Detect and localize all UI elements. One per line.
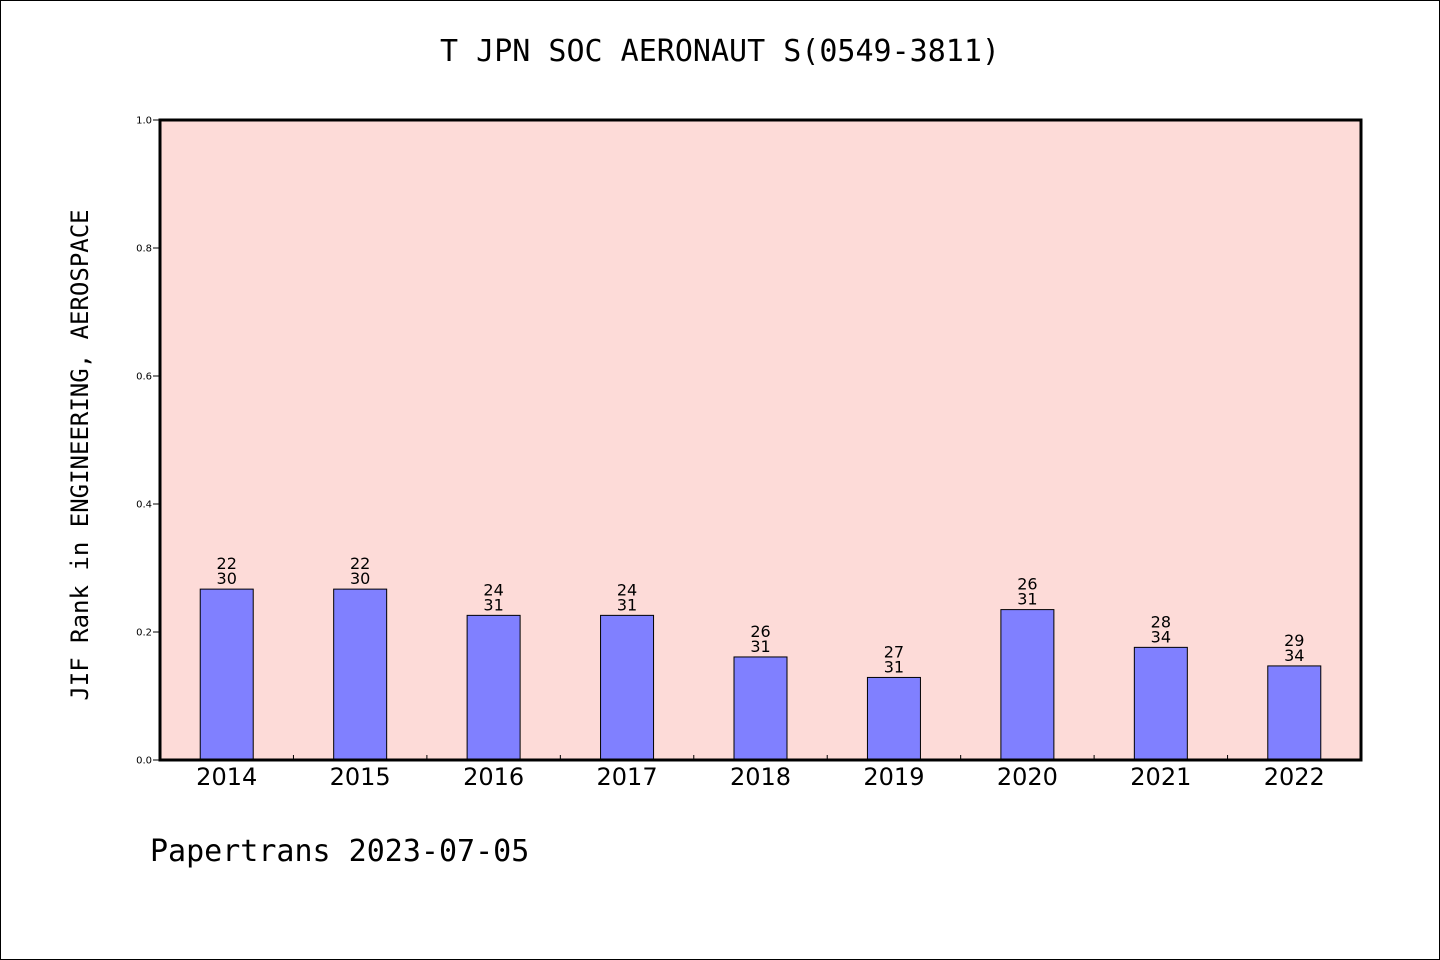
x-tick-label: 2021 [1130, 763, 1191, 791]
bar [866, 676, 921, 761]
y-tick-label: 0.4 [136, 500, 152, 511]
x-tick-label: 2022 [1264, 763, 1325, 791]
y-tick-label: 0.2 [136, 628, 152, 639]
plot-border [158, 118, 1363, 762]
bar-total-label: 31 [617, 595, 637, 614]
bar [600, 614, 655, 761]
x-tick-label: 2014 [196, 763, 257, 791]
bar-total-label: 30 [217, 569, 237, 588]
bar-total-label: 31 [750, 637, 770, 656]
x-tick-label: 2018 [730, 763, 791, 791]
bar-rank-label: 28 [1151, 612, 1171, 631]
bar-total-label: 31 [884, 657, 904, 676]
x-tick-label: 2015 [330, 763, 391, 791]
bar-total-label: 31 [483, 595, 503, 614]
bar-rank-label: 26 [750, 622, 770, 641]
bar-rank-label: 24 [483, 580, 503, 599]
x-tick-label: 2016 [463, 763, 524, 791]
bar [1000, 609, 1055, 761]
y-tick-label: 0.0 [136, 756, 152, 767]
bar-total-label: 31 [1017, 590, 1037, 609]
bar-rank-label: 27 [884, 642, 904, 661]
bar-rank-label: 22 [217, 554, 237, 573]
bar-rank-label: 24 [617, 580, 637, 599]
x-tick-label: 2020 [997, 763, 1058, 791]
x-tick-label: 2017 [597, 763, 658, 791]
bar [199, 588, 254, 761]
bar-rank-label: 29 [1284, 631, 1304, 650]
bar-total-label: 30 [350, 569, 370, 588]
bar [733, 656, 788, 761]
bar [1267, 665, 1322, 761]
y-tick-label: 1.0 [136, 116, 152, 127]
bar-rank-label: 22 [350, 554, 370, 573]
footer-credit: Papertrans 2023-07-05 [150, 834, 530, 869]
bar-rank-label: 26 [1017, 575, 1037, 594]
chart-title: T JPN SOC AERONAUT S(0549-3811) [440, 34, 1000, 69]
bar-total-label: 34 [1151, 627, 1171, 646]
x-tick-label: 2019 [863, 763, 924, 791]
y-tick-label: 0.6 [136, 372, 152, 383]
y-tick-label: 0.8 [136, 244, 152, 255]
bar [333, 588, 388, 761]
bar [1133, 646, 1188, 761]
bar [466, 614, 521, 761]
bar-total-label: 34 [1284, 646, 1304, 665]
